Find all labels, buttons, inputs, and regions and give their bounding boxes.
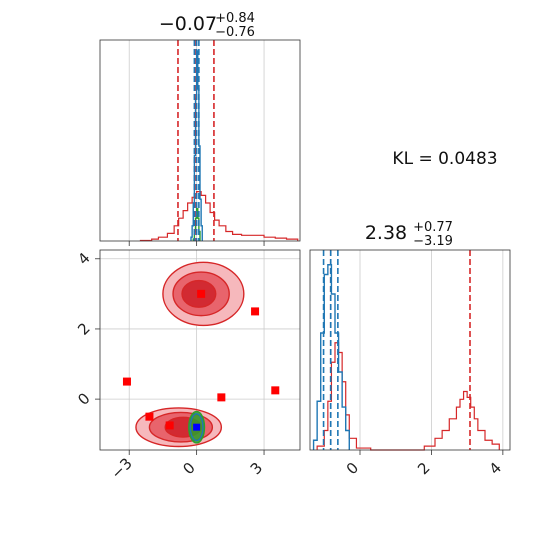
- panel-y-title-plus: +0.77: [413, 220, 453, 235]
- y-tick-label: 0: [74, 389, 93, 408]
- panel-y-title-minus: −3.19: [413, 234, 453, 249]
- series-red-hist: [316, 342, 500, 451]
- x-tick-label: 3: [247, 459, 266, 478]
- blue-contour: [189, 413, 204, 442]
- panel-x-marginal: −0.07 +0.84 −0.76: [99, 11, 301, 246]
- panel-x-marginal-frame: [99, 39, 301, 242]
- panel-y-title: 2.38: [365, 222, 407, 244]
- x-tick-label: −3: [107, 454, 135, 482]
- series-blue-hist: [312, 264, 350, 450]
- blue-point: [193, 423, 201, 431]
- red-point: [197, 289, 206, 298]
- y-tick-label: 2: [74, 319, 93, 338]
- panel-x-title: −0.07: [159, 13, 217, 35]
- x-tick-label: 0: [343, 459, 362, 478]
- panel-x-title-plus: +0.84: [215, 11, 255, 26]
- red-point: [122, 377, 131, 386]
- panel-x-title-minus: −0.76: [215, 25, 255, 40]
- panel-joint: −3 0 3 0 2 4: [74, 249, 301, 483]
- x-tick-label: 0: [179, 459, 198, 478]
- panel-y-marginal: 0 2 4 2.38 +0.77 −3.19: [309, 220, 511, 478]
- y-tick-label: 4: [74, 249, 93, 268]
- red-point: [217, 393, 226, 402]
- red-point: [251, 307, 260, 316]
- panel-y-marginal-frame: [309, 249, 511, 451]
- x-tick-label: 4: [486, 459, 505, 478]
- red-point: [165, 421, 174, 430]
- panel-joint-frame: [99, 249, 301, 451]
- x-tick-label: 2: [414, 459, 433, 478]
- red-point: [271, 386, 280, 395]
- kl-annotation: KL = 0.0483: [392, 149, 497, 169]
- red-point: [145, 412, 154, 421]
- series-red-hist: [139, 191, 299, 242]
